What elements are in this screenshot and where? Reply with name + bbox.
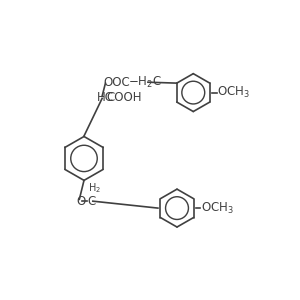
Text: C: C (88, 195, 96, 208)
Text: $\mathsf{-H_2C}$: $\mathsf{-H_2C}$ (128, 75, 162, 90)
Text: $\mathsf{H_2}$: $\mathsf{H_2}$ (88, 182, 101, 195)
Text: $\mathsf{OCH_3}$: $\mathsf{OCH_3}$ (201, 200, 234, 216)
Text: OOC: OOC (104, 76, 130, 89)
Text: HC: HC (97, 91, 114, 104)
Text: $\mathsf{OCH_3}$: $\mathsf{OCH_3}$ (217, 85, 250, 100)
Text: O: O (76, 195, 86, 208)
Text: COOH: COOH (106, 91, 142, 104)
